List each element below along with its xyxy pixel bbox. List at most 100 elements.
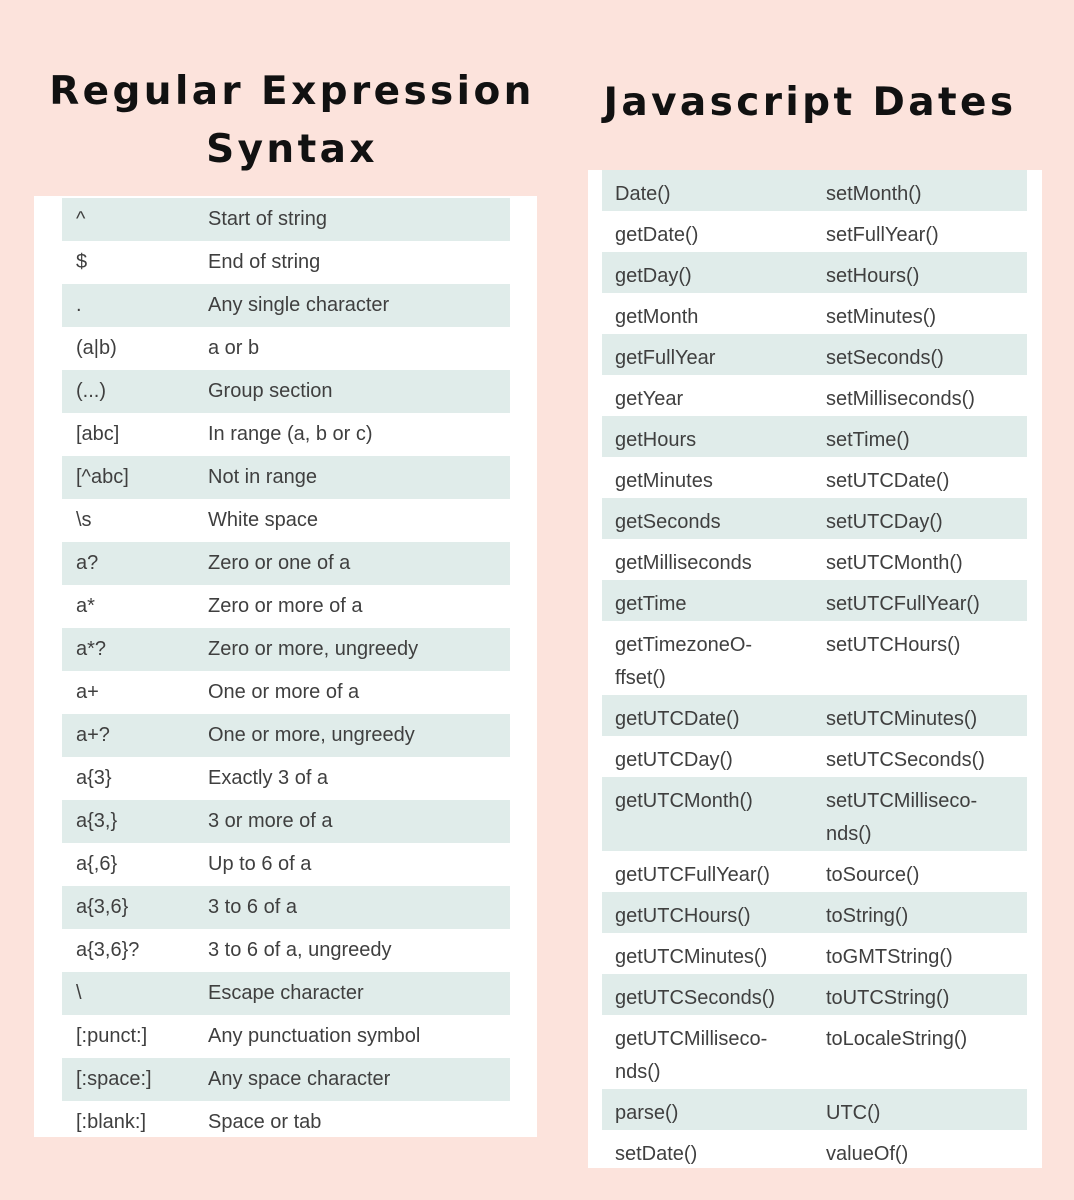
dates-title: Javascript Dates (603, 80, 1017, 125)
dates-method-left: getDate() (615, 224, 699, 246)
regex-pattern: a{3} (76, 767, 112, 789)
regex-row: a{3,} 3 or more of a (62, 800, 510, 843)
regex-description: One or more, ungreedy (208, 724, 415, 746)
dates-row: getTime setUTCFullYear() (602, 580, 1027, 621)
dates-method-left: getUTCHours() (615, 905, 751, 927)
regex-pattern: [abc] (76, 423, 120, 445)
dates-row: getTimezoneO- ffset() setUTCHours() (602, 621, 1027, 695)
dates-method-left: getMonth (615, 306, 699, 328)
dates-method-left: getMinutes (615, 470, 713, 492)
regex-row: a? Zero or one of a (62, 542, 510, 585)
regex-row: $ End of string (62, 241, 510, 284)
regex-row: ^ Start of string (62, 198, 510, 241)
dates-row: getDate() setFullYear() (602, 211, 1027, 252)
dates-row: parse() UTC() (602, 1089, 1027, 1130)
dates-method-left: getSeconds (615, 511, 721, 533)
dates-method-left: setDate() (615, 1143, 698, 1165)
regex-description: Any space character (208, 1068, 391, 1090)
regex-description: Escape character (208, 982, 364, 1004)
regex-description: 3 to 6 of a, ungreedy (208, 939, 392, 961)
dates-method-left: Date() (615, 183, 671, 205)
dates-row: getHours setTime() (602, 416, 1027, 457)
dates-method-left: getUTCMonth() (615, 790, 753, 812)
regex-pattern: a{3,6}? (76, 939, 140, 961)
regex-description: End of string (208, 251, 321, 273)
regex-pattern: a{3,} (76, 810, 118, 832)
dates-row: getUTCDate() setUTCMinutes() (602, 695, 1027, 736)
regex-row: [:punct:] Any punctuation symbol (62, 1015, 510, 1058)
dates-method-right: toSource() (826, 864, 920, 886)
regex-title-line-1: Regular Expression (49, 69, 535, 114)
regex-pattern: a+ (76, 681, 99, 703)
dates-method-right: setUTCMinutes() (826, 708, 978, 730)
regex-description: Space or tab (208, 1111, 322, 1133)
dates-row: Date() setMonth() (602, 170, 1027, 211)
dates-row: getMonth setMinutes() (602, 293, 1027, 334)
dates-method-left: getDay() (615, 265, 692, 287)
regex-description: Group section (208, 380, 333, 402)
dates-row: getUTCHours() toString() (602, 892, 1027, 933)
dates-method-right: setUTCFullYear() (826, 593, 980, 615)
regex-pattern: a+? (76, 724, 110, 746)
regex-description: One or more of a (208, 681, 360, 703)
dates-method-right: UTC() (826, 1102, 881, 1124)
regex-pattern: [:space:] (76, 1068, 152, 1090)
dates-row: getSeconds setUTCDay() (602, 498, 1027, 539)
regex-pattern: a{,6} (76, 853, 118, 875)
regex-row: [^abc] Not in range (62, 456, 510, 499)
dates-row: getYear setMilliseconds() (602, 375, 1027, 416)
regex-pattern: (...) (76, 380, 106, 402)
regex-description: Exactly 3 of a (208, 767, 329, 789)
dates-method-left: getUTCDay() (615, 749, 733, 771)
regex-description: Not in range (208, 466, 317, 488)
dates-row: getFullYear setSeconds() (602, 334, 1027, 375)
regex-pattern: $ (76, 251, 88, 273)
regex-pattern: a{3,6} (76, 896, 129, 918)
regex-pattern: a? (76, 552, 99, 574)
dates-method-right: setHours() (826, 265, 920, 287)
regex-pattern: [^abc] (76, 466, 129, 488)
dates-row: getUTCSeconds() toUTCString() (602, 974, 1027, 1015)
dates-method-left: parse() (615, 1102, 679, 1124)
regex-pattern: a*? (76, 638, 107, 660)
dates-row: getUTCMinutes() toGMTString() (602, 933, 1027, 974)
regex-row: \ Escape character (62, 972, 510, 1015)
regex-description: Zero or one of a (208, 552, 351, 574)
regex-description: Any single character (208, 294, 390, 316)
dates-method-right: setUTCHours() (826, 634, 961, 656)
dates-table: Date() setMonth() getDate() setFullYear() ge… (602, 170, 1027, 1171)
regex-description: Start of string (208, 208, 327, 230)
regex-pattern: [:blank:] (76, 1111, 147, 1133)
regex-panel: ^ Start of string $ End of string. Any singl… (34, 196, 537, 1137)
regex-description: White space (208, 509, 319, 531)
dates-method-right: setSeconds() (826, 347, 944, 369)
regex-pattern: . (76, 294, 82, 316)
dates-method-right: setMinutes() (826, 306, 937, 328)
dates-method-right: setUTCSeconds() (826, 749, 985, 771)
regex-row: a{3} Exactly 3 of a (62, 757, 510, 800)
dates-method-right: setFullYear() (826, 224, 939, 246)
dates-row: getMinutes setUTCDate() (602, 457, 1027, 498)
regex-description: Zero or more of a (208, 595, 363, 617)
dates-method-right: setTime() (826, 429, 910, 451)
regex-description: Any punctuation symbol (208, 1025, 421, 1047)
regex-row: a{,6} Up to 6 of a (62, 843, 510, 886)
dates-method-left: getUTCFullYear() (615, 864, 770, 886)
regex-row: a{3,6} 3 to 6 of a (62, 886, 510, 929)
regex-row: a+? One or more, ungreedy (62, 714, 510, 757)
dates-method-right: toString() (826, 905, 909, 927)
regex-pattern: \ (76, 982, 82, 1004)
dates-method-right: valueOf() (826, 1143, 909, 1165)
regex-row: (...) Group section (62, 370, 510, 413)
dates-method-left: getHours (615, 429, 697, 451)
regex-row: \s White space (62, 499, 510, 542)
dates-method-right: setMonth() (826, 183, 922, 205)
dates-row: getDay() setHours() (602, 252, 1027, 293)
regex-row: a*? Zero or more, ungreedy (62, 628, 510, 671)
dates-method-left: getTime (615, 593, 687, 615)
regex-description: In range (a, b or c) (208, 423, 373, 445)
regex-description: Zero or more, ungreedy (208, 638, 419, 660)
regex-pattern: ^ (76, 208, 86, 230)
regex-row: [:blank:] Space or tab (62, 1101, 510, 1144)
dates-method-left: getMilliseconds (615, 552, 752, 574)
